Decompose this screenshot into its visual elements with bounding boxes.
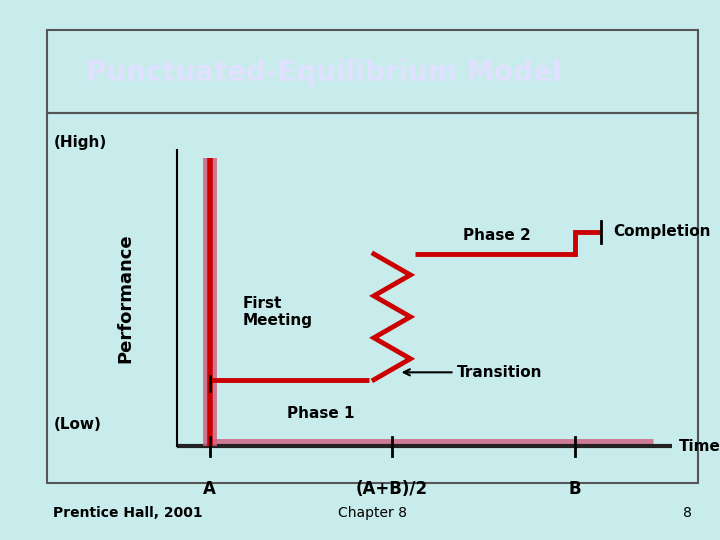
Text: Prentice Hall, 2001: Prentice Hall, 2001 xyxy=(53,506,203,520)
Text: Time: Time xyxy=(679,439,720,454)
Text: First
Meeting: First Meeting xyxy=(242,295,312,328)
Text: A: A xyxy=(203,480,216,497)
Text: Phase 2: Phase 2 xyxy=(462,228,530,243)
Text: Punctuated-Equilibrium Model: Punctuated-Equilibrium Model xyxy=(86,59,562,87)
Text: Chapter 8: Chapter 8 xyxy=(338,506,407,520)
Text: Completion: Completion xyxy=(613,224,711,239)
Text: B: B xyxy=(568,480,581,497)
Text: Phase 1: Phase 1 xyxy=(287,406,354,421)
Text: 8: 8 xyxy=(683,506,692,520)
Text: (A+B)/2: (A+B)/2 xyxy=(356,480,428,497)
Text: (Low): (Low) xyxy=(53,417,102,431)
Text: Transition: Transition xyxy=(404,365,543,380)
Text: Performance: Performance xyxy=(116,233,134,363)
Text: (High): (High) xyxy=(53,136,107,151)
